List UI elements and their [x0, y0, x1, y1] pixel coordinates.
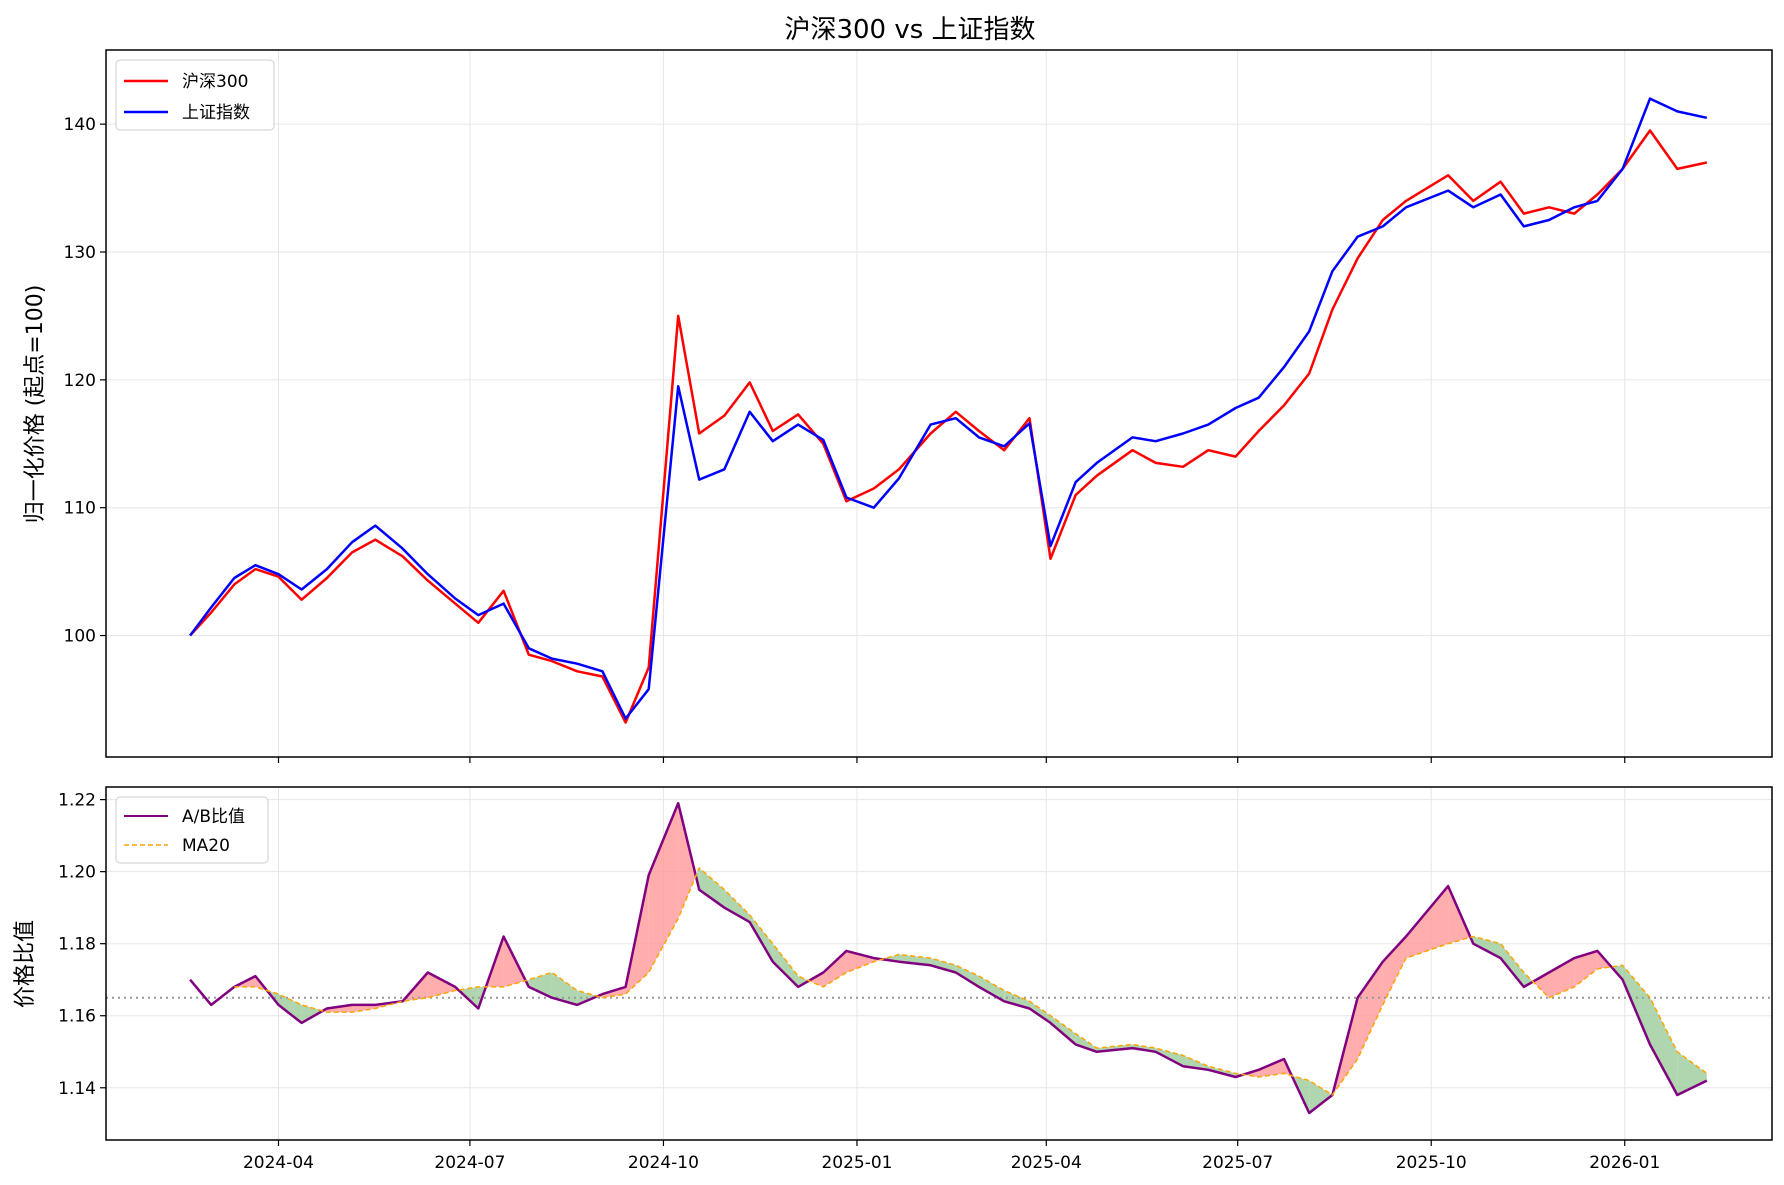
- price-x-ticks: [277, 757, 1626, 763]
- ratio-fill-seg-7-0: [352, 1004, 376, 1013]
- ratio-lines: [106, 801, 1772, 1115]
- ratio-fill-seg-57-0: [1622, 965, 1650, 1045]
- ratio-xtick-label-7: 2026-01: [1589, 1153, 1660, 1173]
- ratio-fill-seg-35-0: [1050, 1015, 1076, 1045]
- ratio-fill-seg-49-0: [1406, 886, 1449, 959]
- ratio-xtick-label-4: 2025-04: [1011, 1153, 1082, 1173]
- price-ytick-label-4: 140: [64, 115, 96, 135]
- legend-label-hs300: 沪深300: [182, 72, 248, 92]
- ratio-ytick-label-1: 1.16: [58, 1007, 96, 1027]
- ratio-fill-seg-36-0: [1075, 1033, 1097, 1052]
- price-panel: 100 110 120 130 140 归一化价格 (起点=100) 沪深300 上证指…: [23, 49, 1773, 763]
- ratio-y-axis-label: 价格比值: [13, 920, 38, 1008]
- ratio-fill-seg-53-1: [1533, 972, 1549, 998]
- price-series-line-1: [189, 97, 1708, 720]
- price-ytick-label-3: 130: [64, 243, 96, 263]
- ratio-fill-seg-33-0: [1004, 990, 1030, 1009]
- ratio-ytick-label-4: 1.22: [58, 791, 96, 811]
- price-ytick-label-0: 100: [64, 627, 96, 647]
- ratio-fill-seg-34-0: [1029, 1001, 1051, 1023]
- price-series-line-0: [189, 129, 1708, 724]
- ratio-grid: [106, 787, 1772, 1140]
- ratio-fill-seg-48-0: [1382, 936, 1406, 1005]
- ratio-xtick-label-0: 2024-04: [243, 1153, 314, 1173]
- legend-label-ma20: MA20: [182, 836, 230, 856]
- price-y-axis-label: 归一化价格 (起点=100): [23, 285, 48, 524]
- ratio-fill-seg-54-0: [1549, 958, 1575, 998]
- price-grid: [106, 50, 1772, 757]
- ratio-ytick-label-2: 1.18: [58, 935, 96, 955]
- ratio-fill-seg-43-0: [1258, 1059, 1284, 1077]
- price-axes-frame: [105, 49, 1773, 758]
- ratio-fill-seg-22-0: [724, 889, 750, 923]
- ratio-fill-seg-14-0: [528, 972, 552, 998]
- legend-label-sse: 上证指数: [182, 103, 250, 123]
- ratio-fill-seg-19-0: [648, 803, 679, 973]
- ratio-xtick-label-1: 2024-07: [434, 1153, 505, 1173]
- chart-title: 沪深300 vs 上证指数: [784, 15, 1035, 45]
- price-y-ticks: 100 110 120 130 140: [64, 115, 106, 647]
- ratio-fill-seg-25-1: [808, 972, 824, 987]
- ratio-fill-seg-52-0: [1500, 943, 1524, 987]
- price-legend: 沪深300 上证指数: [115, 59, 275, 131]
- ratio-series-line-1: [234, 867, 1708, 1096]
- ratio-fill-seg-10-0: [427, 972, 456, 998]
- ratio-legend-box: [115, 796, 269, 864]
- ratio-fill-seg-45-0: [1309, 1080, 1333, 1113]
- ratio-fill-seg-5-0: [301, 1004, 323, 1023]
- price-lines: [189, 97, 1708, 724]
- ratio-xtick-label-2: 2024-10: [628, 1153, 699, 1173]
- ratio-fill-seg-30-0: [930, 958, 956, 973]
- ratio-fill-seg-24-0: [772, 943, 799, 987]
- ratio-axes-frame: [105, 786, 1773, 1141]
- ratio-fill-seg-15-0: [551, 972, 578, 1005]
- ratio-fills: [234, 803, 1707, 1113]
- ratio-ytick-label-0: 1.14: [58, 1079, 96, 1099]
- ratio-fill-seg-32-0: [979, 976, 1005, 1002]
- ratio-fill-seg-4-0: [278, 994, 302, 1023]
- ratio-fill-seg-21-0: [699, 868, 725, 908]
- ratio-xtick-label-5: 2025-07: [1202, 1153, 1273, 1173]
- ratio-xtick-label-3: 2025-01: [821, 1153, 892, 1173]
- ratio-y-ticks: 1.14 1.16 1.18 1.20 1.22: [58, 791, 106, 1099]
- ratio-series-line-0: [189, 801, 1708, 1115]
- ratio-fill-seg-47-0: [1357, 961, 1383, 1059]
- legend-label-ratio: A/B比值: [182, 807, 245, 827]
- ratio-fill-seg-31-0: [955, 965, 979, 987]
- ratio-fill-seg-53-0: [1523, 972, 1533, 987]
- ratio-xtick-label-6: 2025-10: [1396, 1153, 1467, 1173]
- ratio-fill-seg-26-0: [823, 950, 847, 987]
- ratio-panel: 1.141.161.181.201.22 2024-04 2024-07 2024-…: [13, 786, 1773, 1173]
- price-ytick-label-2: 120: [64, 371, 96, 391]
- ratio-fill-seg-55-0: [1574, 950, 1598, 987]
- ratio-legend: A/B比值 MA20: [115, 796, 269, 864]
- ratio-x-ticks: 2024-04 2024-07 2024-10 2025-01 2025-04 2025-…: [243, 1140, 1660, 1173]
- ratio-ytick-label-3: 1.20: [58, 863, 96, 883]
- ratio-fill-seg-58-0: [1650, 997, 1678, 1095]
- price-ytick-label-1: 110: [64, 499, 96, 519]
- ratio-fill-seg-20-0: [678, 803, 696, 919]
